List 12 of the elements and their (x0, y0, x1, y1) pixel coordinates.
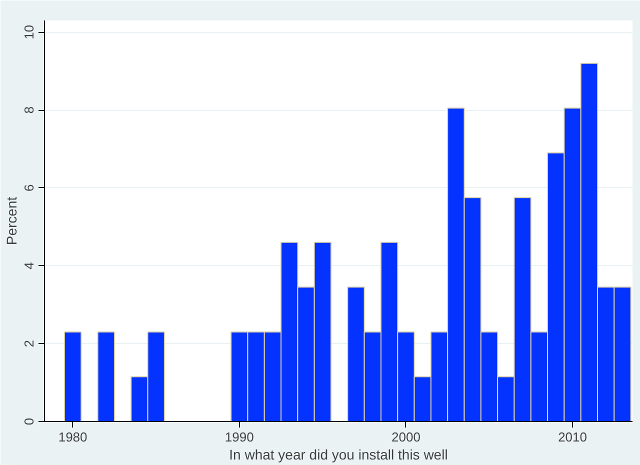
y-axis-title: Percent (4, 196, 20, 246)
y-tick-label: 8 (22, 106, 36, 114)
y-tick-label: 4 (22, 262, 36, 270)
y-tick-label: 0 (22, 418, 36, 426)
x-tick-label: 1980 (58, 430, 88, 444)
x-axis-title: In what year did you install this well (229, 446, 448, 462)
y-tick-label: 2 (22, 340, 36, 348)
y-tick-label: 10 (22, 24, 36, 40)
x-tick-label: 1990 (224, 430, 254, 444)
x-tick-label: 2010 (558, 430, 587, 444)
x-tick-label: 2000 (392, 430, 420, 444)
y-tick-label: 6 (22, 184, 36, 192)
